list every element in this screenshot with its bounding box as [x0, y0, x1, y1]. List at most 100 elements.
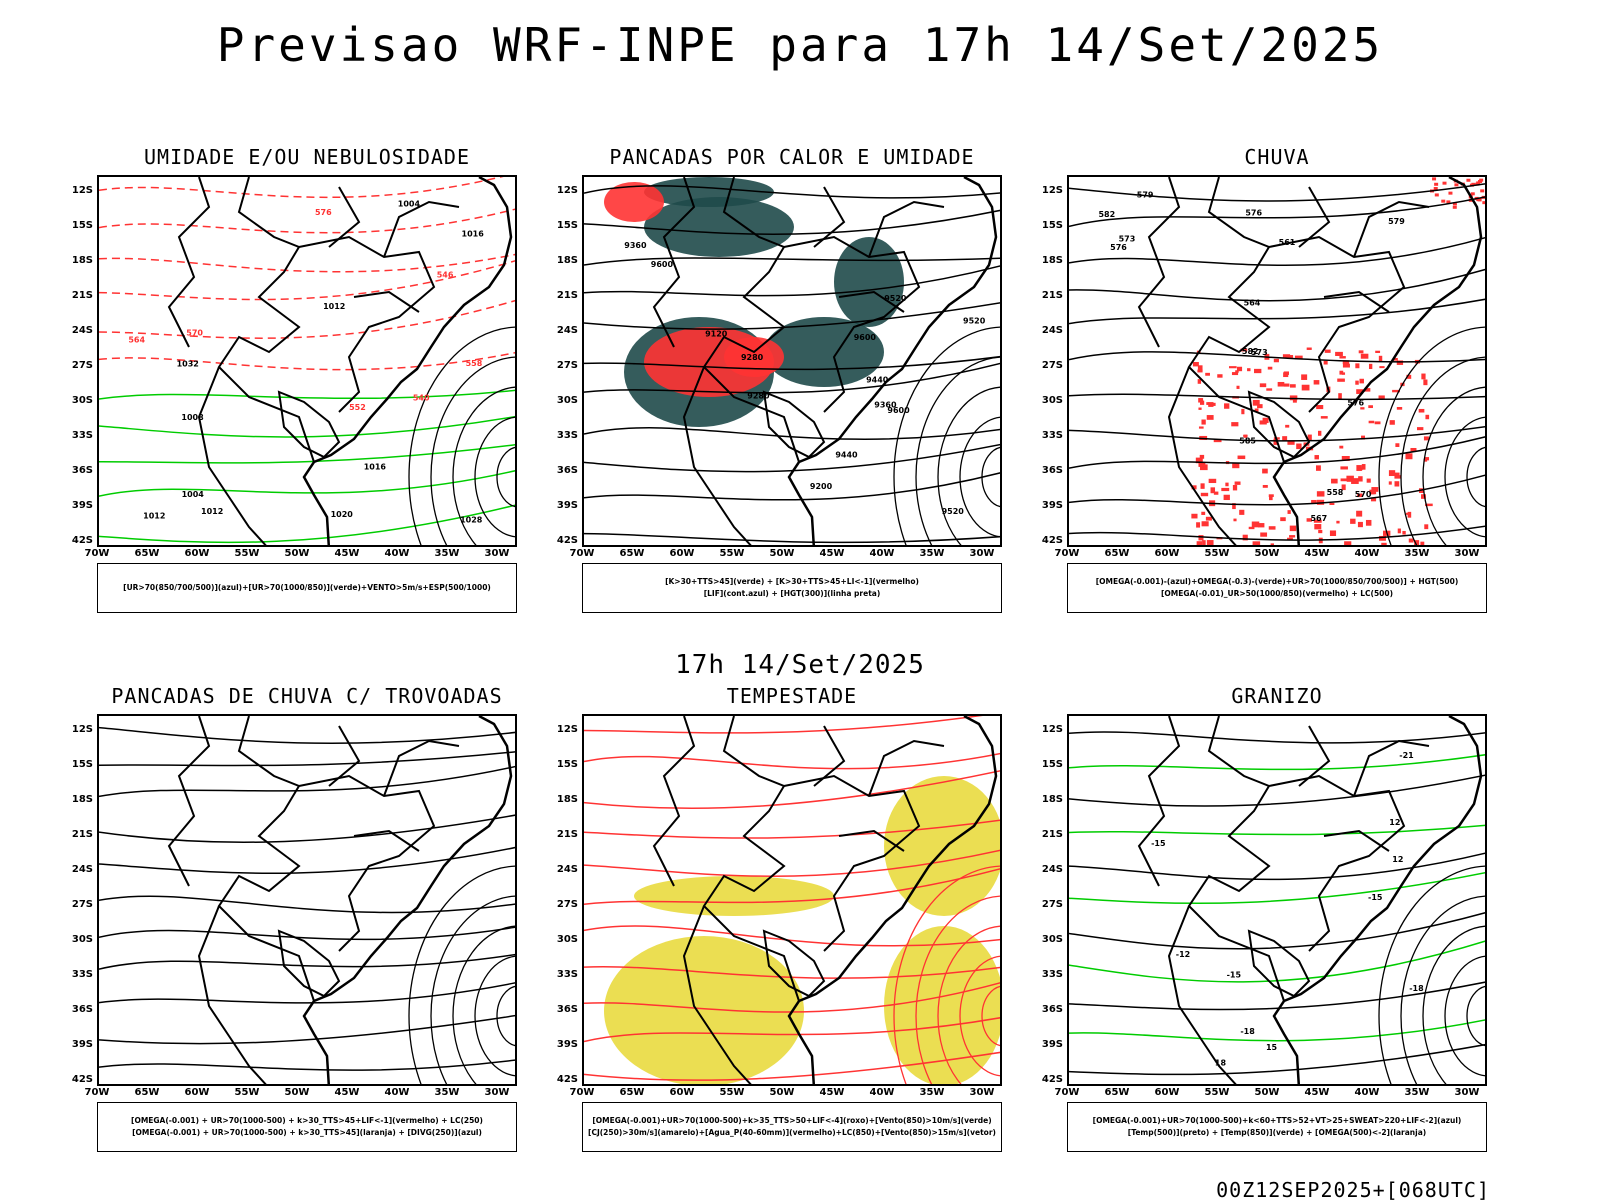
- country-border: [298, 235, 436, 413]
- shaded-area: [1257, 404, 1263, 409]
- lat-tick-label: 21S: [556, 829, 578, 840]
- legend-line: [OMEGA(-0.001)+UR>70(1000-500)+k>35_TTS>…: [592, 1116, 992, 1125]
- shaded-area: [1378, 535, 1386, 541]
- contour-line: [430, 356, 515, 545]
- lat-tick-label: 12S: [71, 185, 93, 196]
- contour-line: [1069, 940, 1485, 983]
- shaded-area: [1432, 177, 1437, 181]
- lat-tick-label: 42S: [71, 1074, 93, 1085]
- shaded-area: [1316, 405, 1324, 410]
- contour-line: [99, 469, 515, 497]
- shaded-area: [1421, 494, 1426, 499]
- lat-tick-label: 21S: [556, 290, 578, 301]
- lon-tick-label: 60W: [184, 548, 210, 559]
- contour-label: 15: [1266, 1043, 1278, 1052]
- contour-line: [99, 208, 515, 234]
- contour-label: 9360: [874, 401, 897, 410]
- country-border: [1298, 725, 1331, 787]
- shaded-area: [1318, 529, 1323, 534]
- shaded-area: [1198, 426, 1204, 429]
- contour-label: 1020: [331, 510, 354, 519]
- contour-label: 570: [186, 329, 203, 338]
- contour-line: [1422, 925, 1485, 1084]
- country-border: [197, 905, 267, 1084]
- shaded-area: [1240, 348, 1248, 352]
- shaded-area: [1417, 427, 1424, 431]
- lon-tick-label: 45W: [819, 548, 845, 559]
- lat-tick-label: 36S: [556, 1004, 578, 1015]
- shaded-area: [1425, 414, 1430, 420]
- lon-tick-label: 55W: [719, 548, 745, 559]
- shaded-area: [1346, 476, 1353, 482]
- panel-title: GRANIZO: [1231, 684, 1323, 708]
- lon-tick-label: 50W: [1254, 1087, 1280, 1098]
- contour-line: [99, 177, 504, 199]
- contour-line: [474, 416, 515, 538]
- country-border: [1268, 774, 1406, 952]
- lon-tick-label: 50W: [769, 1087, 795, 1098]
- shaded-area: [1283, 372, 1289, 378]
- contour-line: [981, 446, 1000, 508]
- shaded-area: [1258, 523, 1265, 528]
- shaded-area: [1405, 512, 1411, 515]
- contour-label: 1016: [462, 229, 485, 238]
- contour-line: [584, 849, 1000, 877]
- contour-label: 540: [413, 394, 430, 403]
- shaded-area: [1301, 384, 1310, 391]
- contour-label: 9280: [741, 353, 764, 362]
- lat-tick-label: 12S: [71, 724, 93, 735]
- contour-label: 579: [1137, 191, 1154, 200]
- shaded-area: [884, 926, 1000, 1084]
- panel-title: UMIDADE E/OU NEBULOSIDADE: [143, 145, 471, 169]
- shaded-area: [1208, 402, 1214, 407]
- country-border: [1353, 200, 1430, 258]
- lon-tick-label: 60W: [1154, 1087, 1180, 1098]
- shaded-area: [1270, 543, 1274, 545]
- shaded-area: [1434, 182, 1439, 186]
- shaded-area: [1342, 360, 1350, 365]
- shaded-area: [1396, 406, 1403, 410]
- contour-label: 1012: [143, 512, 165, 521]
- shaded-area: [1378, 355, 1383, 362]
- lat-tick-label: 18S: [556, 794, 578, 805]
- shaded-area: [1424, 457, 1430, 461]
- shaded-area: [1289, 384, 1296, 388]
- lat-tick-label: 42S: [1041, 535, 1063, 546]
- shaded-area: [1210, 487, 1216, 494]
- country-border: [1268, 235, 1406, 413]
- contour-line: [1069, 1043, 1485, 1076]
- shaded-area: [1213, 491, 1219, 495]
- legend-line: [CJ(250)>30m/s](amarelo)+[Agua_P(40-60mm…: [588, 1128, 996, 1137]
- contour-line: [99, 846, 515, 874]
- shaded-area: [1260, 532, 1268, 537]
- contour-line: [584, 1017, 1000, 1043]
- run-info: 00Z12SEP2025+[068UTC]: [1216, 1178, 1490, 1202]
- lat-tick-label: 36S: [1041, 465, 1063, 476]
- contour-label: 9440: [835, 450, 858, 459]
- lat-tick-label: 42S: [556, 535, 578, 546]
- country-border: [868, 200, 945, 258]
- shaded-area: [1307, 434, 1312, 441]
- lat-tick-label: 21S: [1041, 829, 1063, 840]
- lon-tick-label: 40W: [869, 1087, 895, 1098]
- panel-title: PANCADAS DE CHUVA C/ TROVOADAS: [111, 684, 503, 708]
- shaded-area: [1273, 358, 1279, 363]
- shaded-area: [1423, 379, 1428, 386]
- shaded-area: [1423, 458, 1428, 462]
- contour-label: 9440: [866, 375, 889, 384]
- shaded-area: [1283, 383, 1290, 387]
- map-canvas: 1004 1008 1012 1004 1012 1016 1020 1016 1012 1028…: [99, 177, 515, 545]
- country-border: [783, 774, 921, 952]
- shaded-area: [1388, 470, 1396, 477]
- map-chuva: 582 582 579 579 576 576 573 573 570 567 564 561 558 5…: [1067, 175, 1487, 547]
- contour-line: [99, 443, 515, 464]
- contour-line: [1069, 1019, 1485, 1042]
- contour-line: [1069, 731, 1485, 744]
- lon-tick-label: 45W: [334, 1087, 360, 1098]
- shaded-area: [1239, 509, 1245, 515]
- lon-tick-label: 45W: [819, 1087, 845, 1098]
- shaded-area: [1379, 366, 1385, 369]
- lat-tick-label: 39S: [71, 500, 93, 511]
- contour-line: [1069, 236, 1485, 267]
- shaded-area: [1324, 349, 1331, 353]
